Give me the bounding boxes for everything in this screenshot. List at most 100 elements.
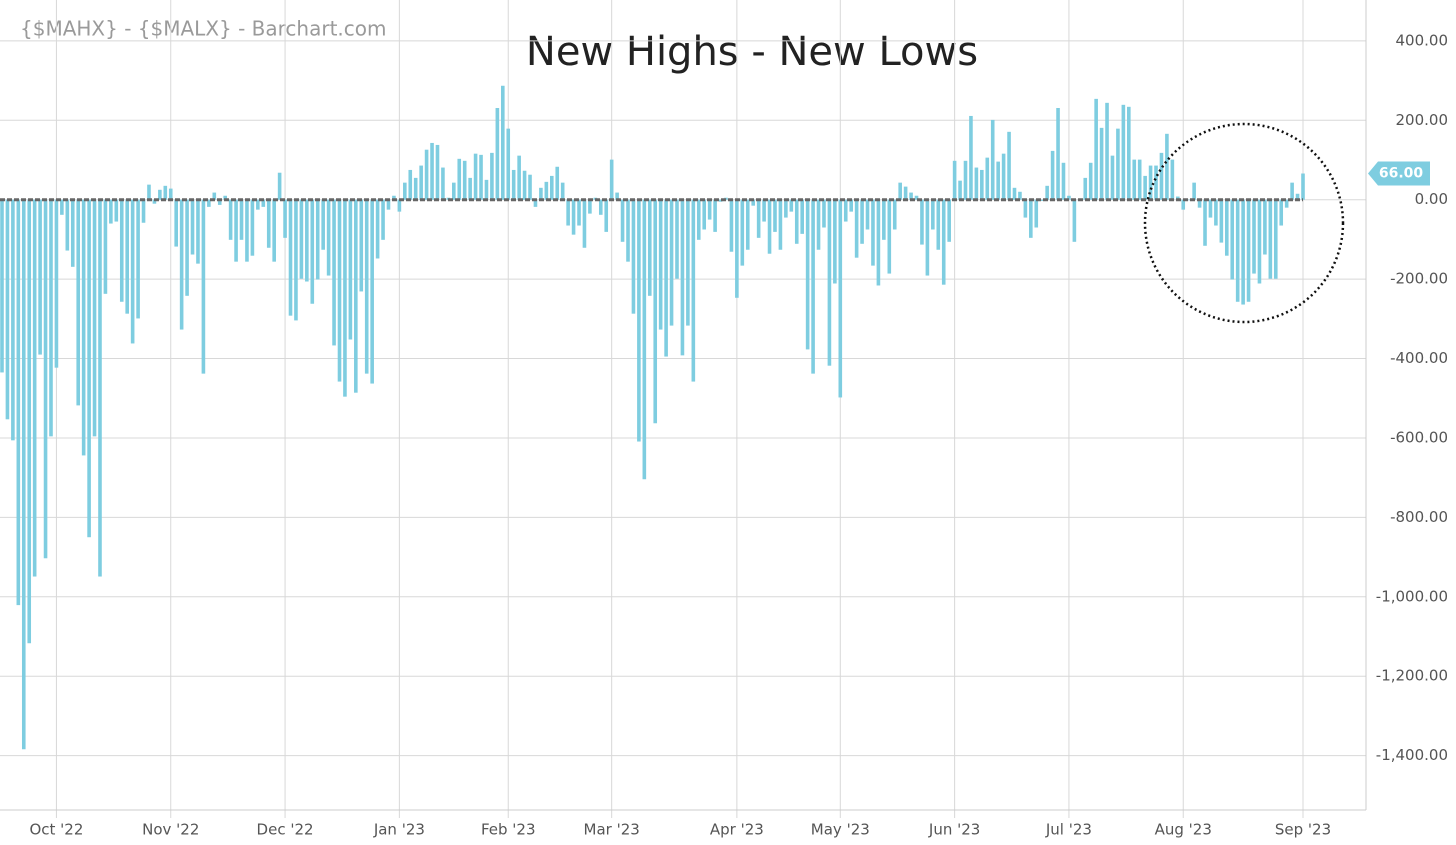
y-tick-label: -200.00: [1390, 270, 1448, 288]
bar: [843, 199, 848, 222]
bar: [800, 199, 804, 234]
bar: [261, 199, 266, 207]
bar: [626, 199, 630, 262]
bar: [1067, 195, 1071, 200]
x-tick-label: Jun '23: [928, 821, 980, 839]
y-tick-label: -800.00: [1390, 508, 1448, 526]
bar: [375, 199, 380, 259]
bar: [321, 199, 325, 250]
bar: [860, 199, 864, 244]
bar: [1203, 199, 1207, 246]
bar: [1219, 199, 1224, 243]
bar: [598, 199, 603, 215]
x-tick-label: Mar '23: [584, 821, 640, 839]
bar: [620, 199, 625, 242]
bar: [1273, 199, 1278, 279]
bar: [452, 182, 456, 200]
bar: [1290, 182, 1294, 200]
bar: [528, 174, 532, 200]
bar: [680, 199, 685, 356]
bar: [49, 199, 53, 437]
bar: [65, 199, 70, 251]
bar: [658, 199, 663, 330]
bar: [196, 199, 200, 264]
bar: [103, 199, 108, 294]
bar: [1192, 182, 1196, 200]
bar: [130, 199, 135, 344]
bar: [865, 199, 870, 230]
bar: [675, 199, 679, 279]
chart-subtitle: {$MAHX} - {$MALX} - Barchart.com: [20, 17, 387, 41]
bar: [903, 186, 908, 200]
bar: [822, 199, 826, 228]
bar: [871, 199, 875, 266]
bar: [653, 199, 658, 424]
y-tick-label: 0.00: [1415, 190, 1448, 208]
bar: [920, 199, 924, 245]
bar: [1263, 199, 1267, 255]
bar: [615, 192, 619, 200]
bar: [141, 199, 146, 223]
bar: [784, 199, 788, 218]
bar: [1143, 175, 1147, 200]
bar: [1181, 199, 1186, 210]
bar: [729, 199, 734, 252]
bar: [413, 177, 418, 200]
bar: [1072, 199, 1077, 242]
bar: [201, 199, 206, 374]
bar: [1039, 199, 1044, 201]
chart-title: New Highs - New Lows: [526, 29, 978, 75]
bar: [876, 199, 881, 286]
bar: [337, 199, 342, 382]
bar: [212, 192, 217, 200]
bar: [87, 199, 91, 538]
y-tick-label: -1,200.00: [1376, 667, 1448, 685]
bar: [838, 199, 843, 398]
bar: [1257, 199, 1262, 284]
y-tick-label: 200.00: [1396, 111, 1449, 129]
bar: [1132, 159, 1137, 200]
bar: [686, 199, 690, 326]
bar: [158, 189, 162, 200]
bar: [762, 199, 766, 222]
bar: [833, 199, 837, 284]
bar: [914, 195, 919, 200]
x-tick-label: Nov '22: [142, 821, 199, 839]
bar: [239, 199, 244, 240]
bar: [70, 199, 75, 267]
bar: [381, 199, 385, 240]
bar: [969, 115, 973, 200]
bar: [1094, 98, 1098, 200]
bar: [805, 199, 810, 350]
bar: [713, 199, 717, 232]
bar: [32, 199, 37, 577]
bar: [963, 160, 968, 200]
bar: [228, 199, 233, 240]
bar: [109, 199, 113, 224]
bar: [1121, 104, 1126, 200]
bar: [582, 199, 587, 248]
bar: [272, 199, 276, 262]
bar: [408, 169, 413, 200]
bar: [359, 199, 364, 292]
bar: [909, 192, 913, 200]
bar: [647, 199, 652, 296]
y-tick-label: -1,400.00: [1376, 746, 1448, 764]
bar: [354, 199, 358, 393]
y-tick-label: -600.00: [1390, 428, 1448, 446]
bar: [283, 199, 287, 238]
bar: [310, 199, 315, 304]
bar: [664, 199, 668, 357]
bar: [125, 199, 130, 314]
bar: [544, 181, 549, 200]
bar: [435, 144, 440, 200]
bar: [441, 167, 445, 200]
bar: [38, 199, 42, 355]
bar: [1061, 162, 1066, 200]
bar: [696, 199, 701, 240]
bar: [609, 159, 614, 200]
bar: [1034, 199, 1039, 228]
bar: [11, 199, 15, 441]
bar: [882, 199, 886, 240]
bar: [490, 152, 494, 200]
